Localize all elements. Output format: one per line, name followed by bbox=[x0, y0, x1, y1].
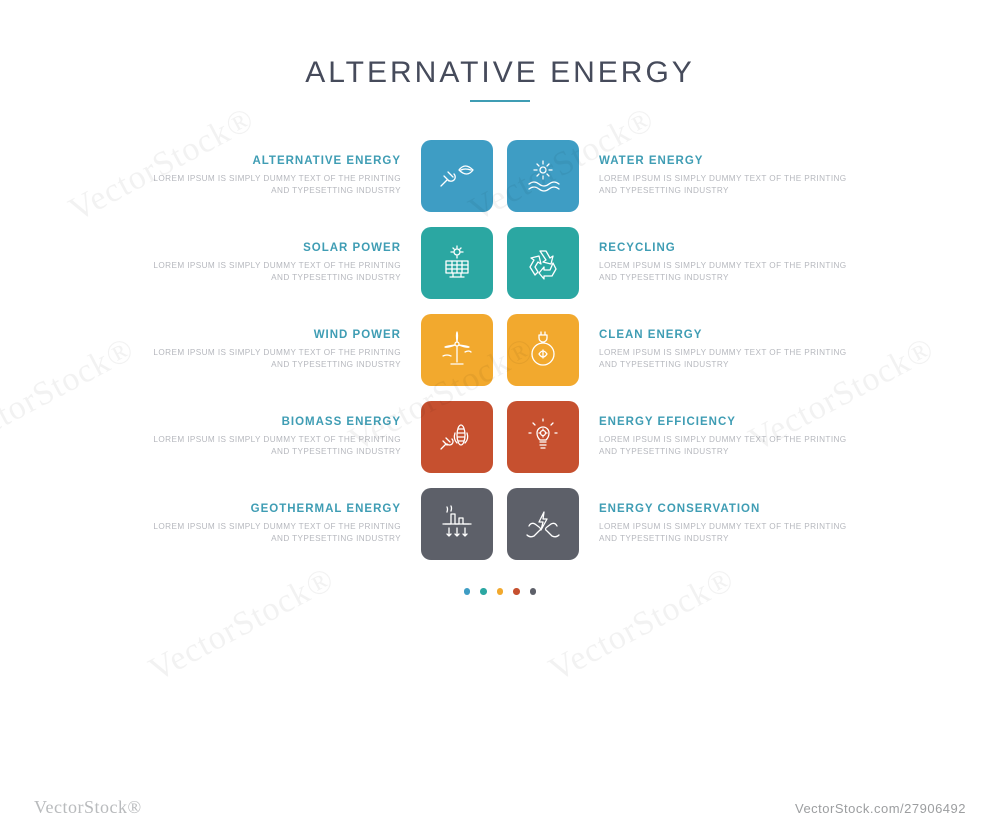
item-geothermal-energy: GEOTHERMAL ENERGY Lorem ipsum is simply … bbox=[137, 503, 407, 546]
footer-brand: VectorStock® bbox=[34, 797, 142, 818]
row-3: WIND POWER Lorem ipsum is simply dummy t… bbox=[0, 314, 1000, 386]
icon-box-water-energy bbox=[507, 140, 579, 212]
icon-box-clean-energy bbox=[507, 314, 579, 386]
item-title: WIND POWER bbox=[137, 329, 401, 341]
item-title: RECYCLING bbox=[599, 242, 863, 254]
solar-panel-icon bbox=[437, 243, 477, 283]
item-desc: Lorem ipsum is simply dummy text of the … bbox=[137, 521, 401, 546]
watermark: VectorStock® bbox=[143, 560, 341, 689]
page-title: ALTERNATIVE ENERGY bbox=[0, 56, 1000, 90]
infographic-grid: ALTERNATIVE ENERGY Lorem ipsum is simply… bbox=[0, 140, 1000, 560]
geothermal-icon bbox=[437, 504, 477, 544]
item-title: ENERGY CONSERVATION bbox=[599, 503, 863, 515]
lightbulb-icon bbox=[523, 417, 563, 457]
item-biomass-energy: BIOMASS ENERGY Lorem ipsum is simply dum… bbox=[137, 416, 407, 459]
icon-box-biomass-energy bbox=[421, 401, 493, 473]
bulb-leaf-icon bbox=[523, 330, 563, 370]
item-title: ENERGY EFFICIENCY bbox=[599, 416, 863, 428]
item-desc: Lorem ipsum is simply dummy text of the … bbox=[137, 173, 401, 198]
item-alternative-energy: ALTERNATIVE ENERGY Lorem ipsum is simply… bbox=[137, 155, 407, 198]
item-recycling: RECYCLING Lorem ipsum is simply dummy te… bbox=[593, 242, 863, 285]
dot-5 bbox=[530, 588, 537, 595]
item-desc: Lorem ipsum is simply dummy text of the … bbox=[137, 260, 401, 285]
item-title: GEOTHERMAL ENERGY bbox=[137, 503, 401, 515]
item-desc: Lorem ipsum is simply dummy text of the … bbox=[599, 173, 863, 198]
pagination-dots bbox=[0, 588, 1000, 595]
item-solar-power: SOLAR POWER Lorem ipsum is simply dummy … bbox=[137, 242, 407, 285]
dot-2 bbox=[480, 588, 487, 595]
dot-3 bbox=[497, 588, 504, 595]
corn-plug-icon bbox=[437, 417, 477, 457]
row-5: GEOTHERMAL ENERGY Lorem ipsum is simply … bbox=[0, 488, 1000, 560]
icon-box-energy-conservation bbox=[507, 488, 579, 560]
item-title: BIOMASS ENERGY bbox=[137, 416, 401, 428]
row-2: SOLAR POWER Lorem ipsum is simply dummy … bbox=[0, 227, 1000, 299]
watermark: VectorStock® bbox=[543, 560, 741, 689]
item-clean-energy: CLEAN ENERGY Lorem ipsum is simply dummy… bbox=[593, 329, 863, 372]
icon-box-alternative-energy bbox=[421, 140, 493, 212]
item-title: ALTERNATIVE ENERGY bbox=[137, 155, 401, 167]
item-title: CLEAN ENERGY bbox=[599, 329, 863, 341]
icon-box-energy-efficiency bbox=[507, 401, 579, 473]
item-water-energy: WATER ENERGY Lorem ipsum is simply dummy… bbox=[593, 155, 863, 198]
icon-box-solar-power bbox=[421, 227, 493, 299]
item-desc: Lorem ipsum is simply dummy text of the … bbox=[137, 347, 401, 372]
item-desc: Lorem ipsum is simply dummy text of the … bbox=[599, 260, 863, 285]
wind-turbine-icon bbox=[437, 330, 477, 370]
recycle-icon bbox=[523, 243, 563, 283]
item-title: WATER ENERGY bbox=[599, 155, 863, 167]
icon-box-wind-power bbox=[421, 314, 493, 386]
water-wheel-icon bbox=[523, 156, 563, 196]
row-4: BIOMASS ENERGY Lorem ipsum is simply dum… bbox=[0, 401, 1000, 473]
footer-id: VectorStock.com/27906492 bbox=[795, 801, 966, 816]
title-underline bbox=[470, 100, 530, 102]
dot-1 bbox=[464, 588, 471, 595]
icon-box-geothermal-energy bbox=[421, 488, 493, 560]
icon-box-recycling bbox=[507, 227, 579, 299]
plug-leaf-icon bbox=[437, 156, 477, 196]
item-wind-power: WIND POWER Lorem ipsum is simply dummy t… bbox=[137, 329, 407, 372]
hands-bolt-icon bbox=[523, 504, 563, 544]
item-title: SOLAR POWER bbox=[137, 242, 401, 254]
item-desc: Lorem ipsum is simply dummy text of the … bbox=[599, 347, 863, 372]
dot-4 bbox=[513, 588, 520, 595]
item-desc: Lorem ipsum is simply dummy text of the … bbox=[599, 434, 863, 459]
item-desc: Lorem ipsum is simply dummy text of the … bbox=[137, 434, 401, 459]
row-1: ALTERNATIVE ENERGY Lorem ipsum is simply… bbox=[0, 140, 1000, 212]
item-desc: Lorem ipsum is simply dummy text of the … bbox=[599, 521, 863, 546]
item-energy-conservation: ENERGY CONSERVATION Lorem ipsum is simpl… bbox=[593, 503, 863, 546]
item-energy-efficiency: ENERGY EFFICIENCY Lorem ipsum is simply … bbox=[593, 416, 863, 459]
